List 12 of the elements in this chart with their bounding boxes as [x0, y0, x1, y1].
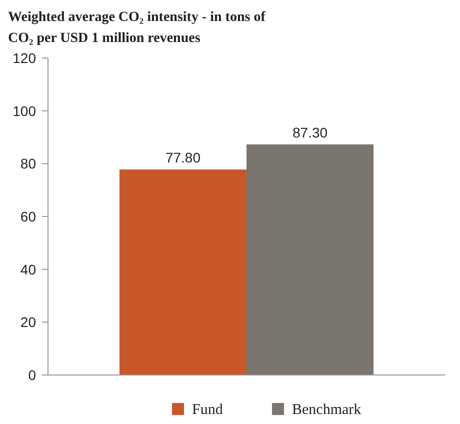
y-tick-label: 0 — [28, 367, 36, 383]
chart-title: Weighted average CO₂ intensity - in tons of CO₂ per USD 1 million revenues — [8, 10, 266, 46]
legend-label: Fund — [192, 402, 224, 418]
data-label: 87.30 — [292, 124, 328, 140]
y-tick-label: 120 — [12, 50, 36, 66]
legend-label: Benchmark — [292, 402, 362, 418]
y-tick-label: 20 — [20, 314, 36, 330]
y-tick-label: 60 — [20, 208, 36, 224]
y-tick-label: 100 — [12, 102, 36, 119]
y-tick-label: 40 — [20, 261, 36, 278]
y-tick-label: 80 — [20, 156, 36, 172]
data-label: 77.80 — [165, 149, 201, 166]
